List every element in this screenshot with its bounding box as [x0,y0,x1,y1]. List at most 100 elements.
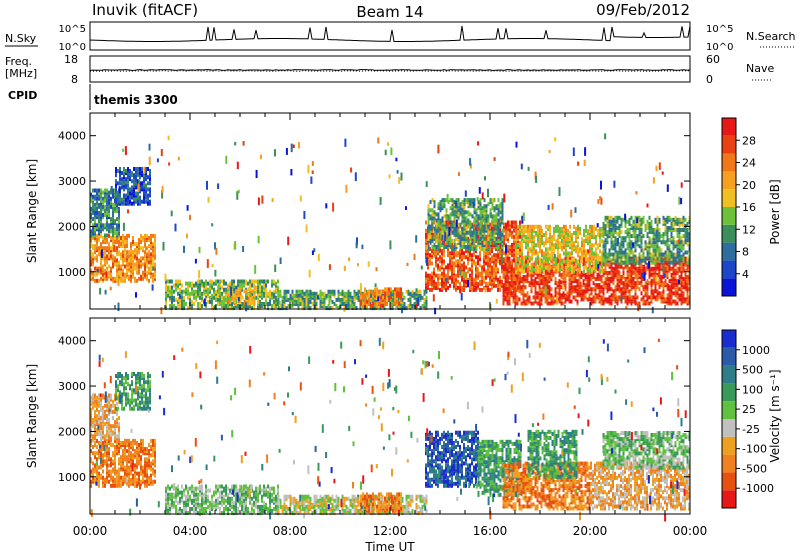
heatmap-cell [112,217,114,222]
heatmap-cell [453,251,455,256]
heatmap-cell [525,241,527,246]
heatmap-cell [676,287,679,292]
heatmap-cell [473,232,476,237]
heatmap-cell [479,202,482,207]
heatmap-cell [588,279,591,284]
heatmap-cell [187,291,189,296]
heatmap-cell [199,281,201,286]
heatmap-cell [122,236,124,240]
heatmap-cell [628,289,631,294]
heatmap-cell [676,279,679,284]
heatmap-cell [479,212,482,217]
heatmap-cell [102,190,104,195]
heatmap-cell [245,291,247,296]
heatmap-cell [227,285,230,290]
heatmap-cell [537,255,539,260]
heatmap-cell [501,261,503,266]
heatmap-cell [483,267,485,272]
heatmap-cell [608,248,611,253]
heatmap-cell [144,260,146,265]
heatmap-cell [237,299,240,304]
heatmap-cell [211,279,213,284]
heatmap-cell [104,260,106,265]
heatmap-cell [636,295,639,300]
heatmap-cell [512,283,515,288]
heatmap-cell [373,297,376,302]
heatmap-cell [487,261,489,266]
heatmap-cell [357,295,360,300]
heatmap-cell [577,247,579,252]
heatmap-cell [553,226,555,231]
heatmap-cell [527,224,529,229]
heatmap-cell [299,302,302,306]
heatmap-cell [453,267,455,272]
heatmap-cell [229,302,231,306]
heatmap-cell [455,273,457,278]
heatmap-cell [449,283,451,288]
heatmap-cell [477,200,480,205]
heatmap-cell [132,274,134,279]
heatmap-cell [437,263,439,268]
heatmap-cell [499,259,501,264]
heatmap-cell [455,243,458,247]
heatmap-cell [351,304,354,308]
heatmap-cell [231,302,233,306]
heatmap-cell [531,241,533,246]
heatmap-cell [493,236,496,241]
noise-tick-left-bottom: 10^0 [59,42,86,53]
heatmap-cell [504,279,507,284]
heatmap-cell [355,306,358,311]
heatmap-cell [620,287,623,292]
station-title: Inuvik (fitACF) [92,1,198,19]
heatmap-cell [295,289,298,294]
heatmap-cell [529,247,531,252]
heatmap-cell [527,247,529,252]
heatmap-cell [459,206,462,211]
heatmap-cell [149,187,151,192]
heatmap-cell [175,279,177,284]
heatmap-cell [175,297,177,302]
heatmap-cell [390,303,392,308]
heatmap-cell [544,279,547,284]
heatmap-cell [339,291,342,296]
heatmap-cell [110,217,112,222]
heatmap-cell [431,212,434,217]
heatmap-cell [247,293,250,298]
heatmap-cell [471,257,473,262]
noise-panel [89,21,691,51]
heatmap-cell [215,297,217,302]
heatmap-cell [608,264,611,269]
heatmap-cell [108,213,110,217]
heatmap-cell [371,297,374,302]
heatmap-cell [565,269,567,274]
heatmap-cell [425,306,428,311]
heatmap-cell [507,236,509,241]
heatmap-cell [374,291,376,296]
heatmap-cell [98,215,100,220]
heatmap-cell [441,261,443,266]
heatmap-cell [589,261,591,266]
heatmap-cell [549,239,551,244]
heatmap-cell [540,279,543,284]
heatmap-cell [523,269,525,274]
heatmap-cell [654,275,657,279]
heatmap-cell [684,256,687,261]
heatmap-cell [606,240,609,245]
heatmap-cell [439,222,442,227]
heatmap-cell [96,200,98,205]
heatmap-cell [558,283,561,288]
heatmap-cell [544,299,547,304]
heatmap-cell [131,201,133,206]
heatmap-cell [602,291,605,296]
heatmap-cell [193,289,195,294]
heatmap-cell [572,295,575,300]
heatmap-cell [608,299,611,304]
heatmap-cell [441,281,443,286]
heatmap-cell [245,299,248,304]
heatmap-cell [636,285,639,290]
heatmap-cell [149,181,151,186]
heatmap-cell [96,254,98,259]
heatmap-cell [571,265,573,270]
heatmap-cell [108,256,110,261]
heatmap-cell [303,304,306,308]
